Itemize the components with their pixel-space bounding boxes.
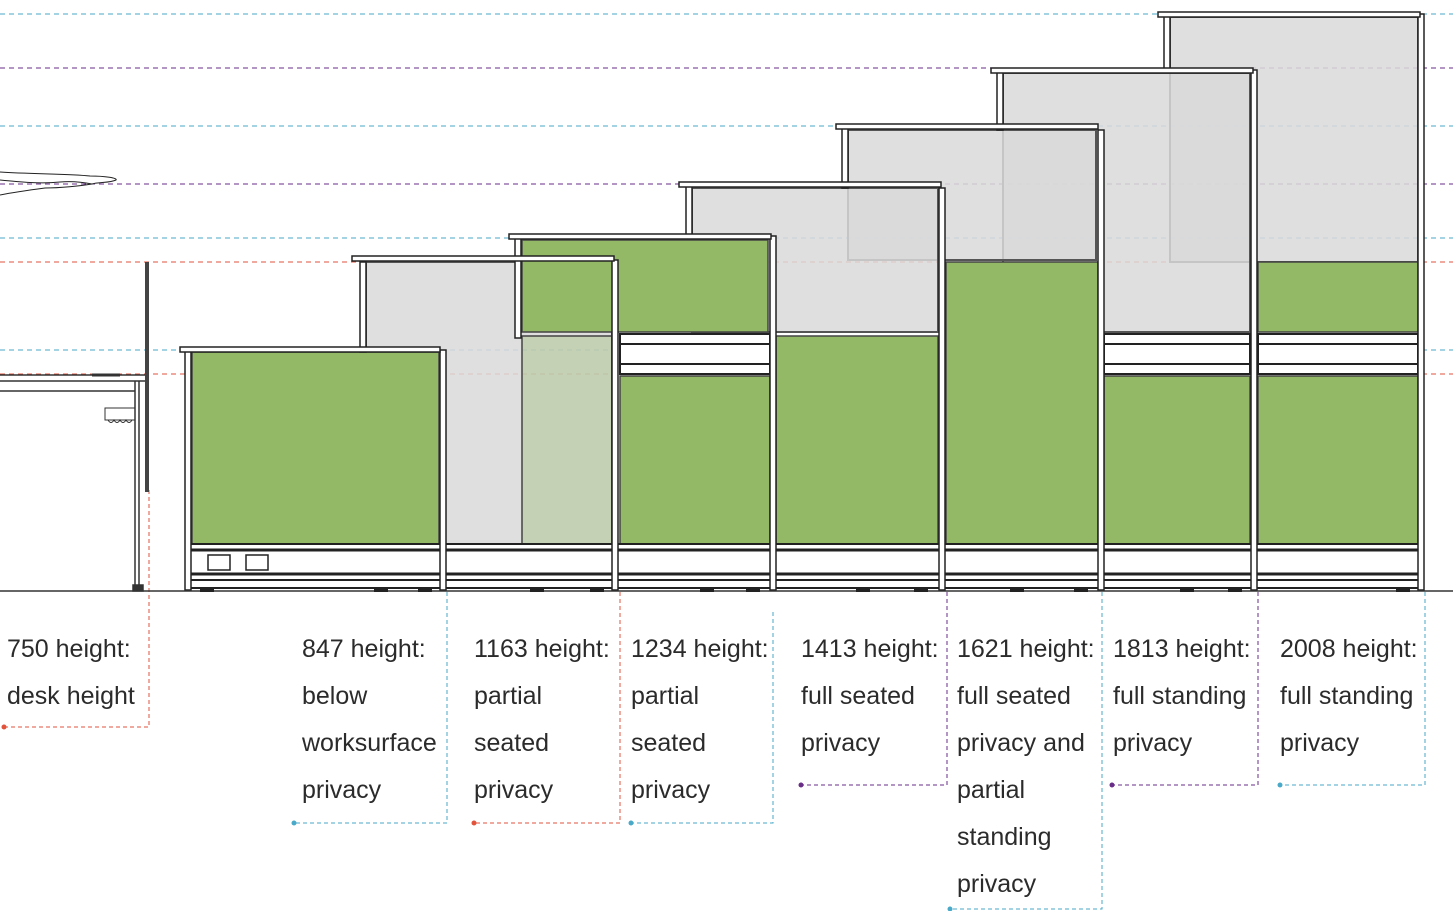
leader-dot <box>471 820 477 826</box>
leader-1234 <box>631 612 774 824</box>
label-line: privacy <box>957 870 1037 898</box>
label-desk-height: 750 height: desk height <box>7 626 135 720</box>
label-line: desk height <box>7 682 135 710</box>
outlet-icon <box>245 554 269 571</box>
label-line: privacy <box>302 776 382 804</box>
power-outlets <box>207 554 269 571</box>
leader-847 <box>294 592 448 824</box>
leader-dot <box>628 820 634 826</box>
leader-desk <box>4 490 150 728</box>
green-panel-1413 <box>775 335 939 545</box>
label-line: seated <box>474 729 550 757</box>
green-panel-1234 <box>619 375 771 545</box>
leader-dot <box>1109 782 1115 788</box>
label-line: 1234 height: <box>631 635 769 663</box>
label-line: partial <box>631 682 700 710</box>
leader-dot <box>947 906 953 911</box>
leader-end-dots <box>1 724 1283 911</box>
label-line: privacy <box>474 776 554 804</box>
leader-dot <box>1277 782 1283 788</box>
label-line: full standing <box>1280 682 1414 710</box>
label-line: privacy <box>1113 729 1193 757</box>
green-panel-847 <box>191 351 440 545</box>
green-panel-1621 <box>945 261 1099 545</box>
label-leader-lines <box>4 490 1426 910</box>
leader-dot <box>798 782 804 788</box>
label-1413-height: 1413 height: full seated privacy <box>801 626 939 767</box>
panel-posts <box>184 13 1425 591</box>
floor <box>0 588 1453 592</box>
label-line: 1621 height: <box>957 635 1095 663</box>
leader-2008 <box>1280 592 1426 786</box>
label-847-height: 847 height: below worksurface privacy <box>302 626 437 814</box>
green-panel-2008-upper <box>1257 261 1419 333</box>
green-panels <box>191 239 1419 545</box>
hand-outline <box>0 171 117 196</box>
label-line: 1813 height: <box>1113 635 1251 663</box>
label-line: full seated <box>957 682 1071 710</box>
leader-dot <box>1 724 7 730</box>
leader-1813 <box>1112 592 1259 786</box>
label-line: 1413 height: <box>801 635 939 663</box>
base-rails <box>189 543 1421 589</box>
label-1621-height: 1621 height: full seated privacy and par… <box>957 626 1095 908</box>
mid-rails <box>619 333 1419 375</box>
label-line: seated <box>631 729 707 757</box>
outlet-icon <box>207 554 231 571</box>
label-line: privacy and <box>957 729 1085 757</box>
leader-dot <box>291 820 297 826</box>
label-line: worksurface <box>302 729 437 757</box>
green-panel-1813 <box>1103 375 1251 545</box>
label-line: full seated <box>801 682 915 710</box>
label-line: 847 height: <box>302 635 426 663</box>
label-line: standing <box>957 823 1052 851</box>
label-line: full standing <box>1113 682 1247 710</box>
green-panel-1234-upper <box>521 239 769 333</box>
leader-1163 <box>474 592 621 824</box>
label-line: privacy <box>801 729 881 757</box>
label-2008-height: 2008 height: full standing privacy <box>1280 626 1418 767</box>
leader-1621 <box>950 592 1103 910</box>
label-line: privacy <box>631 776 711 804</box>
green-panel-1163 <box>521 335 613 545</box>
green-panel-2008 <box>1257 375 1419 545</box>
panel-top-caps <box>179 11 1421 353</box>
label-1234-height: 1234 height: partial seated privacy <box>631 626 769 814</box>
desk <box>0 262 149 592</box>
label-line: 1163 height: <box>474 635 610 663</box>
leader-1413 <box>801 592 948 786</box>
label-line: privacy <box>1280 729 1360 757</box>
label-line: 750 height: <box>7 635 131 663</box>
label-1163-height: 1163 height: partial seated privacy <box>474 626 610 814</box>
label-line: partial <box>957 776 1026 804</box>
label-1813-height: 1813 height: full standing privacy <box>1113 626 1251 767</box>
label-line: below <box>302 682 368 710</box>
label-line: partial <box>474 682 543 710</box>
label-line: 2008 height: <box>1280 635 1418 663</box>
